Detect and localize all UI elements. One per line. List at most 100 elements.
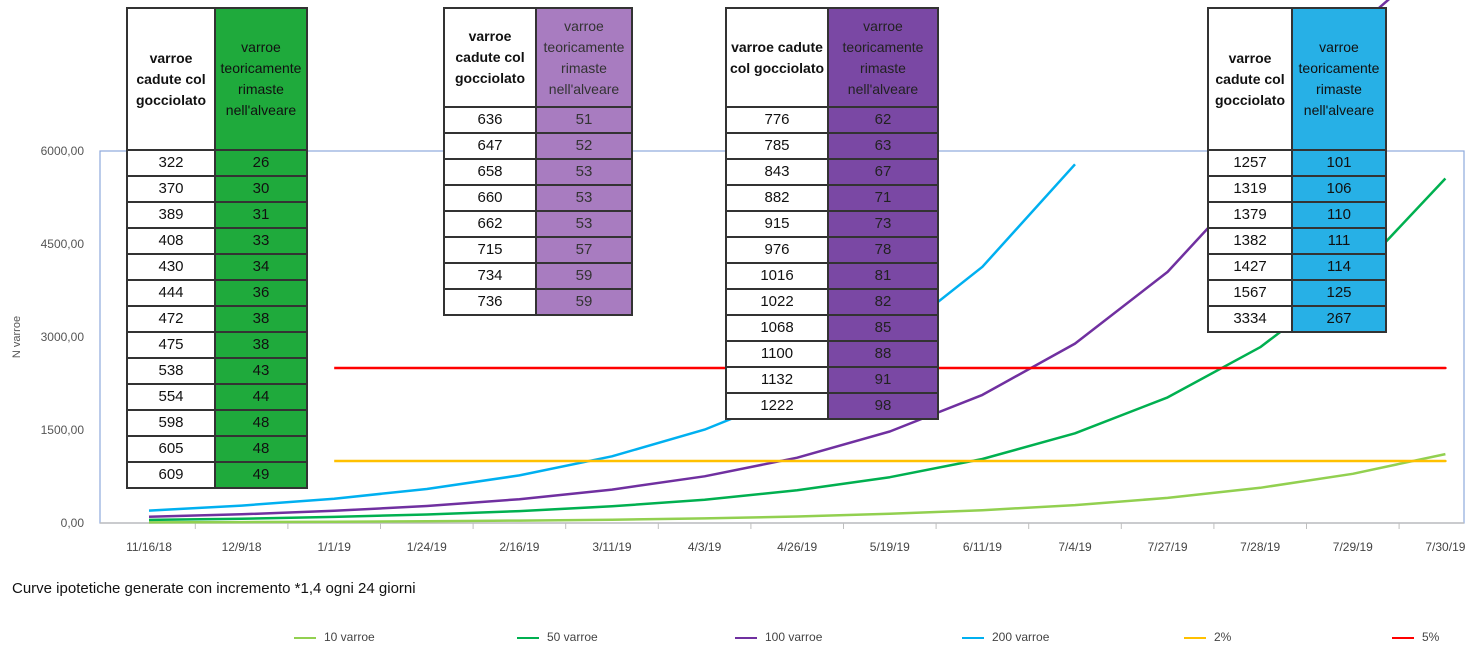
x-tick-label: 3/11/19: [592, 540, 631, 554]
cell-remaining: 101: [1291, 149, 1387, 177]
x-tick-label: 4/3/19: [688, 540, 722, 554]
cell-remaining: 51: [535, 106, 633, 134]
series-line-1: [148, 452, 1446, 524]
cell-fallen: 647: [443, 132, 537, 160]
legend-label: 50 varroe: [547, 630, 598, 644]
varroa-table-4: varroe cadute col gocciolato varroe teori…: [1207, 7, 1387, 333]
cell-fallen: 1382: [1207, 227, 1293, 255]
legend-swatch: [962, 636, 984, 639]
table-row: 647 52: [443, 132, 633, 160]
table-row: 598 48: [126, 409, 308, 437]
table-header-remaining: varroe teoricamente rimaste nell'alveare: [1291, 7, 1387, 151]
legend-swatch: [735, 636, 757, 639]
cell-remaining: 59: [535, 262, 633, 290]
table-row: 1319 106: [1207, 175, 1387, 203]
cell-fallen: 538: [126, 357, 216, 385]
cell-fallen: 444: [126, 279, 216, 307]
table-header-fallen: varroe cadute col gocciolato: [443, 7, 537, 108]
cell-fallen: 475: [126, 331, 216, 359]
cell-fallen: 430: [126, 253, 216, 281]
table-row: 1132 91: [725, 366, 939, 394]
x-tick-label: 11/16/18: [126, 540, 172, 554]
cell-fallen: 662: [443, 210, 537, 238]
varroa-table-2: varroe cadute col gocciolato varroe teori…: [443, 7, 633, 316]
legend-swatch: [1392, 636, 1414, 639]
cell-fallen: 882: [725, 184, 829, 212]
cell-remaining: 81: [827, 262, 939, 290]
table-header-remaining: varroe teoricamente rimaste nell'alveare: [827, 7, 939, 108]
cell-remaining: 34: [214, 253, 308, 281]
cell-fallen: 605: [126, 435, 216, 463]
cell-fallen: 389: [126, 201, 216, 229]
cell-remaining: 85: [827, 314, 939, 342]
cell-remaining: 88: [827, 340, 939, 368]
cell-remaining: 52: [535, 132, 633, 160]
cell-remaining: 38: [214, 331, 308, 359]
cell-fallen: 736: [443, 288, 537, 316]
cell-remaining: 26: [214, 149, 308, 177]
cell-remaining: 48: [214, 435, 308, 463]
table-header-fallen: varroe cadute col gocciolato: [1207, 7, 1293, 151]
legend-item: 5%: [1392, 630, 1439, 644]
x-tick-label: 4/26/19: [777, 540, 817, 554]
cell-fallen: 609: [126, 461, 216, 489]
cell-fallen: 776: [725, 106, 829, 134]
cell-fallen: 658: [443, 158, 537, 186]
legend-item: 200 varroe: [962, 630, 1049, 644]
legend-item: 10 varroe: [294, 630, 375, 644]
cell-fallen: 1567: [1207, 279, 1293, 307]
cell-fallen: 1257: [1207, 149, 1293, 177]
table-header-fallen: varroe cadute col gocciolato: [725, 7, 829, 108]
table-header-fallen: varroe cadute col gocciolato: [126, 7, 216, 151]
cell-remaining: 33: [214, 227, 308, 255]
legend-swatch: [1184, 636, 1206, 639]
cell-remaining: 44: [214, 383, 308, 411]
cell-fallen: 322: [126, 149, 216, 177]
cell-remaining: 53: [535, 184, 633, 212]
cell-fallen: 1222: [725, 392, 829, 420]
x-tick-label: 2/16/19: [499, 540, 539, 554]
cell-fallen: 785: [725, 132, 829, 160]
cell-fallen: 715: [443, 236, 537, 264]
x-tick-label: 7/4/19: [1058, 540, 1092, 554]
table-row: 472 38: [126, 305, 308, 333]
cell-fallen: 976: [725, 236, 829, 264]
series-line-2: [148, 177, 1447, 522]
cell-remaining: 48: [214, 409, 308, 437]
cell-remaining: 49: [214, 461, 308, 489]
x-tick-label: 7/29/19: [1333, 540, 1373, 554]
table-row: 976 78: [725, 236, 939, 264]
table-row: 475 38: [126, 331, 308, 359]
y-tick-label: 3000,00: [41, 330, 85, 344]
cell-fallen: 636: [443, 106, 537, 134]
chart-caption: Curve ipotetiche generate con incremento…: [12, 580, 416, 597]
table-row: 408 33: [126, 227, 308, 255]
cell-remaining: 67: [827, 158, 939, 186]
cell-fallen: 660: [443, 184, 537, 212]
legend-item: 50 varroe: [517, 630, 598, 644]
cell-remaining: 125: [1291, 279, 1387, 307]
table-row: 843 67: [725, 158, 939, 186]
cell-fallen: 408: [126, 227, 216, 255]
y-tick-label: 6000,00: [41, 144, 85, 158]
y-tick-label: 0,00: [61, 516, 85, 530]
table-row: 715 57: [443, 236, 633, 264]
table-row: 734 59: [443, 262, 633, 290]
cell-remaining: 91: [827, 366, 939, 394]
table-row: 322 26: [126, 149, 308, 177]
x-tick-label: 7/28/19: [1240, 540, 1280, 554]
cell-remaining: 110: [1291, 201, 1387, 229]
cell-fallen: 3334: [1207, 305, 1293, 333]
cell-remaining: 53: [535, 158, 633, 186]
table-row: 1257 101: [1207, 149, 1387, 177]
cell-remaining: 43: [214, 357, 308, 385]
table-row: 1068 85: [725, 314, 939, 342]
x-tick-label: 7/30/19: [1425, 540, 1465, 554]
table-row: 370 30: [126, 175, 308, 203]
cell-remaining: 31: [214, 201, 308, 229]
table-row: 430 34: [126, 253, 308, 281]
table-row: 658 53: [443, 158, 633, 186]
table-row: 1567 125: [1207, 279, 1387, 307]
cell-remaining: 38: [214, 305, 308, 333]
table-header-remaining: varroe teoricamente rimaste nell'alveare: [535, 7, 633, 108]
